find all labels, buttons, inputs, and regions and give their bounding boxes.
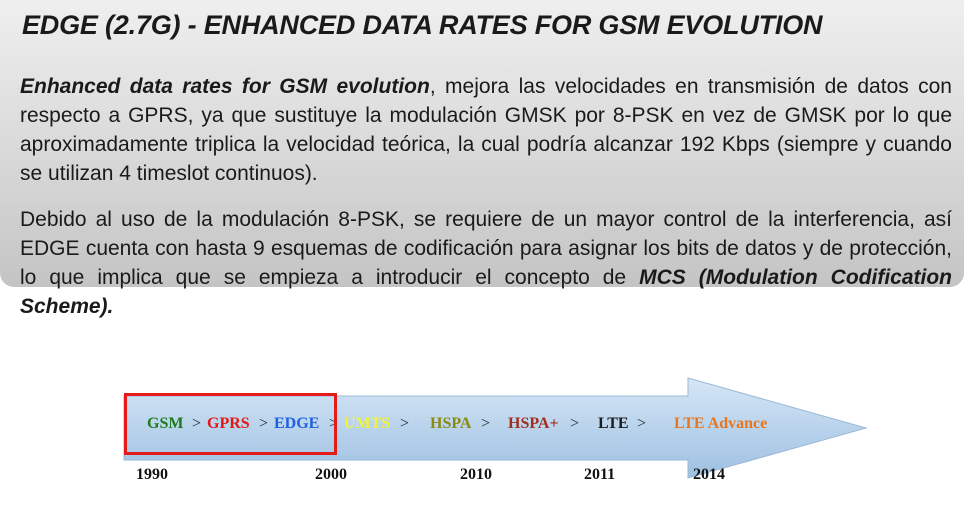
tech-edge: EDGE [274, 415, 320, 432]
separator: > [192, 415, 202, 432]
paragraph-2-text: Debido al uso de la modulación 8-PSK, se… [20, 208, 952, 289]
year-2011: 2011 [584, 466, 616, 483]
tech-lte-advance: LTE Advance [674, 415, 768, 432]
tech-gprs: GPRS [207, 415, 250, 432]
separator: > [329, 415, 339, 432]
paragraph-1-emphasis: Enhanced data rates for GSM evolution [20, 75, 430, 98]
paragraph-2: Debido al uso de la modulación 8-PSK, se… [20, 205, 952, 321]
separator: > [259, 415, 269, 432]
separator: > [570, 415, 580, 432]
tech-gsm: GSM [147, 415, 184, 432]
separator: > [637, 415, 647, 432]
paragraph-1: Enhanced data rates for GSM evolution, m… [20, 72, 952, 188]
tech-lte: LTE [598, 415, 629, 432]
tech-umts: UMTS [344, 415, 391, 432]
header-panel [0, 0, 964, 287]
tech-hspa: HSPA [430, 415, 472, 432]
year-2000: 2000 [315, 466, 347, 483]
paragraph-2-emphasis: MCS (Modulation Codification Scheme). [20, 266, 953, 318]
separator: > [481, 415, 491, 432]
year-2010: 2010 [460, 466, 492, 483]
technology-timeline: GSM > GPRS > EDGE > UMTS > HSPA > HSPA+ … [0, 360, 964, 516]
year-2014: 2014 [693, 466, 725, 483]
tech-hspa-plus: HSPA+ [508, 415, 559, 432]
paragraph-1-text: , mejora las velocidades en transmisión … [20, 75, 952, 185]
highlight-box [124, 393, 337, 455]
page-title: EDGE (2.7G) - ENHANCED DATA RATES FOR GS… [22, 10, 823, 40]
year-1990: 1990 [136, 466, 168, 483]
separator: > [400, 415, 410, 432]
